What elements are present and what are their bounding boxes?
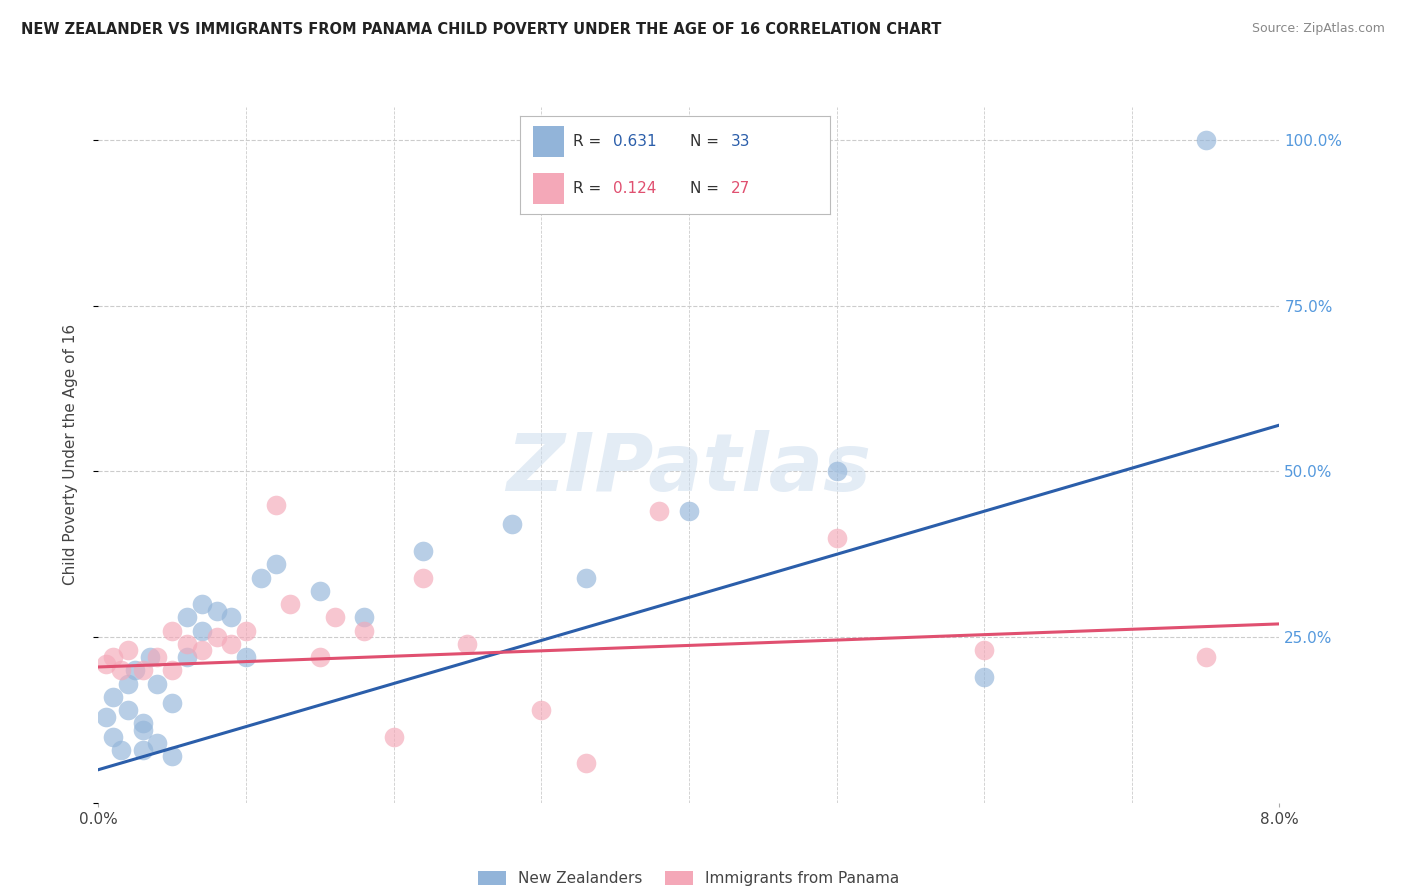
Point <box>235 624 257 638</box>
Point <box>574 756 596 770</box>
Text: Source: ZipAtlas.com: Source: ZipAtlas.com <box>1251 22 1385 36</box>
Point <box>139 650 162 665</box>
Text: N =: N = <box>690 134 724 149</box>
Point <box>162 663 183 677</box>
Point <box>146 676 169 690</box>
Point <box>117 703 139 717</box>
Point <box>162 697 183 711</box>
Point <box>501 517 523 532</box>
Point <box>191 624 214 638</box>
Point <box>219 637 242 651</box>
Point <box>308 583 332 598</box>
Legend: New Zealanders, Immigrants from Panama: New Zealanders, Immigrants from Panama <box>472 865 905 892</box>
Point <box>235 650 257 665</box>
Point <box>162 624 183 638</box>
Point <box>124 663 146 677</box>
Point <box>191 643 214 657</box>
Point <box>132 716 155 731</box>
Bar <box>533 173 564 204</box>
Point <box>353 624 375 638</box>
Point <box>353 610 375 624</box>
Point <box>110 743 132 757</box>
Point <box>176 637 198 651</box>
Point <box>973 670 995 684</box>
Point <box>146 736 169 750</box>
Point <box>678 504 700 518</box>
Point <box>176 610 198 624</box>
Point <box>412 570 434 584</box>
Point <box>132 663 155 677</box>
Text: R =: R = <box>572 181 606 196</box>
Point <box>205 630 228 644</box>
Point <box>1194 133 1216 147</box>
Point <box>323 610 346 624</box>
Point <box>219 610 242 624</box>
Point <box>117 676 139 690</box>
Text: 0.124: 0.124 <box>613 181 657 196</box>
Text: ZIPatlas: ZIPatlas <box>506 430 872 508</box>
Point <box>648 504 671 518</box>
Point <box>264 558 287 572</box>
Point <box>146 650 169 665</box>
Point <box>825 465 848 479</box>
Point <box>103 690 125 704</box>
Point <box>110 663 132 677</box>
Point <box>250 570 273 584</box>
Text: 27: 27 <box>731 181 749 196</box>
Text: 33: 33 <box>731 134 749 149</box>
Point <box>94 709 117 723</box>
Point <box>264 498 287 512</box>
Bar <box>533 126 564 157</box>
Text: N =: N = <box>690 181 724 196</box>
Point <box>382 730 405 744</box>
Point <box>574 570 596 584</box>
Point <box>162 749 183 764</box>
Point <box>308 650 332 665</box>
Y-axis label: Child Poverty Under the Age of 16: Child Poverty Under the Age of 16 <box>63 325 77 585</box>
Text: 0.631: 0.631 <box>613 134 657 149</box>
Point <box>412 544 434 558</box>
Point <box>191 597 214 611</box>
Point <box>456 637 478 651</box>
Point <box>176 650 198 665</box>
Text: NEW ZEALANDER VS IMMIGRANTS FROM PANAMA CHILD POVERTY UNDER THE AGE OF 16 CORREL: NEW ZEALANDER VS IMMIGRANTS FROM PANAMA … <box>21 22 942 37</box>
Point <box>117 643 139 657</box>
Point <box>94 657 117 671</box>
Point <box>132 723 155 737</box>
Point <box>973 643 995 657</box>
Point <box>278 597 302 611</box>
Point <box>103 730 125 744</box>
Point <box>205 604 228 618</box>
Point <box>825 531 848 545</box>
Point <box>132 743 155 757</box>
Text: R =: R = <box>572 134 606 149</box>
Point <box>1194 650 1216 665</box>
Point <box>103 650 125 665</box>
Point <box>530 703 553 717</box>
